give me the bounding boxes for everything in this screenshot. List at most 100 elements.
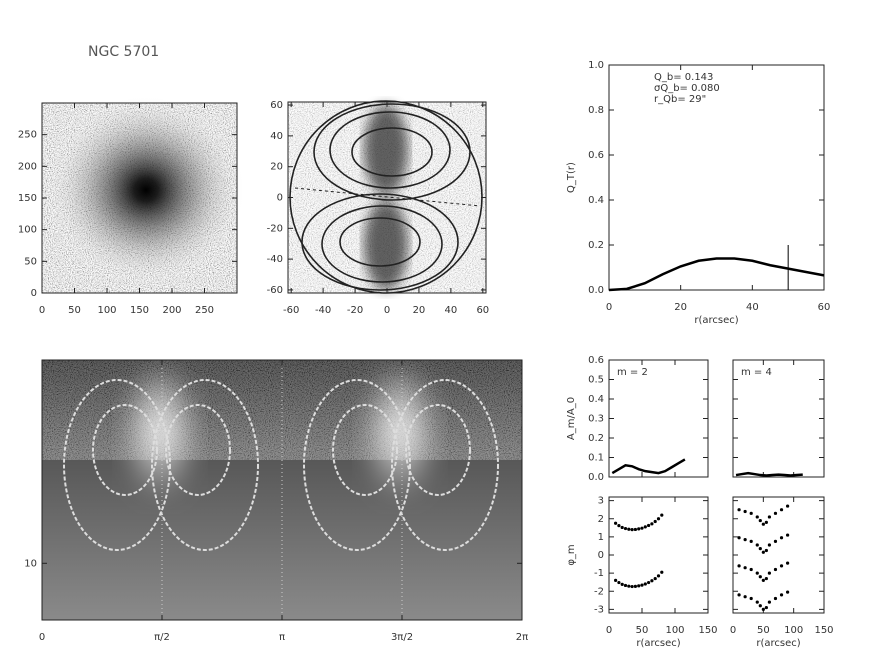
y-tick-label: 0.2 [588, 433, 604, 444]
annotation: Q_b= 0.143 [654, 72, 713, 83]
y-axis-label: Q_T(r) [566, 162, 577, 193]
y-tick-label: 0.6 [588, 355, 604, 366]
data-point [650, 522, 654, 526]
x-tick-label: π/2 [154, 632, 170, 643]
y-tick-label: 0.1 [588, 453, 604, 464]
data-point [761, 522, 765, 526]
x-tick-label: π [279, 632, 285, 643]
x-tick-label: 0 [39, 305, 45, 316]
y-tick-label: 0.8 [588, 105, 604, 116]
y-tick-label: 1.0 [588, 60, 604, 71]
data-point [737, 564, 741, 568]
data-point [647, 523, 651, 528]
data-point [650, 579, 654, 583]
x-axis-label: r(arcsec) [636, 638, 680, 649]
x-tick-label: 60 [818, 302, 831, 313]
x-tick-label: -40 [315, 305, 331, 316]
x-tick-label: 0 [730, 625, 736, 636]
y-tick-label: 0 [277, 193, 283, 204]
x-tick-label: 200 [162, 305, 181, 316]
panel-label: m = 2 [617, 367, 648, 378]
data-point [633, 527, 638, 532]
data-point [633, 584, 638, 588]
y-tick-label: -40 [267, 254, 283, 265]
x-tick-label: 0 [384, 305, 390, 316]
data-point [755, 571, 759, 575]
y-tick-label: 50 [24, 256, 37, 267]
x-tick-label: 150 [698, 625, 717, 636]
data-point [620, 525, 624, 530]
data-point [764, 548, 768, 553]
data-point [767, 600, 772, 604]
data-point [755, 600, 759, 604]
data-point [653, 576, 657, 581]
data-point [767, 543, 772, 547]
y-tick-label: 0.4 [588, 195, 604, 206]
data-line [735, 471, 803, 477]
data-point [643, 525, 647, 529]
data-point [743, 537, 747, 542]
x-tick-label: 100 [665, 625, 684, 636]
y-tick-label: -60 [267, 285, 283, 296]
annotation: σQ_b= 0.080 [654, 83, 720, 94]
data-point [637, 584, 641, 588]
y-tick-label: -3 [594, 604, 604, 615]
data-line [611, 458, 686, 475]
plot-frame [608, 64, 825, 291]
data-point [614, 578, 618, 582]
data-point [773, 539, 778, 544]
x-tick-label: 60 [476, 305, 489, 316]
data-point [743, 509, 747, 514]
y-tick-label: 60 [270, 100, 283, 111]
data-point [773, 567, 778, 572]
y-tick-label: 0 [31, 288, 37, 299]
x-tick-label: 50 [68, 305, 81, 316]
y-tick-label: 1 [598, 532, 604, 543]
x-axis-label: r(arcsec) [756, 638, 800, 649]
data-point [773, 511, 778, 515]
y-tick-label: 10 [24, 558, 37, 569]
data-point [614, 521, 618, 525]
data-point [623, 526, 628, 531]
data-point [630, 528, 634, 532]
data-point [786, 533, 790, 537]
figure-title: NGC 5701 [88, 44, 159, 60]
y-tick-label: 3 [598, 496, 604, 507]
data-point [758, 575, 762, 579]
deprojected-image [288, 100, 486, 294]
data-point [786, 504, 790, 508]
data-point [761, 550, 765, 554]
y-tick-label: 200 [18, 161, 37, 172]
data-point [737, 508, 741, 512]
data-point [643, 582, 647, 586]
x-tick-label: 100 [784, 625, 803, 636]
data-point [749, 539, 753, 544]
x-tick-label: 20 [674, 302, 687, 313]
data-point [640, 583, 644, 587]
data-point [758, 604, 762, 608]
x-tick-label: 2π [516, 632, 528, 643]
y-tick-label: -1 [594, 568, 604, 579]
data-point [779, 508, 784, 512]
y-tick-label: 250 [18, 130, 37, 141]
y-axis-label: φ_m [566, 544, 577, 565]
data-point [761, 578, 765, 582]
y-tick-label: 2 [598, 514, 604, 525]
data-point [660, 570, 664, 574]
data-point [761, 607, 765, 611]
data-point [620, 582, 624, 586]
x-tick-label: 50 [757, 625, 770, 636]
x-tick-label: 150 [130, 305, 149, 316]
data-point [647, 580, 651, 585]
data-point [737, 536, 741, 540]
x-tick-label: 0 [606, 625, 612, 636]
x-tick-label: 100 [97, 305, 116, 316]
data-point [767, 571, 772, 575]
data-point [623, 583, 628, 588]
data-point [637, 527, 641, 531]
data-point [749, 596, 753, 601]
data-point [640, 526, 644, 530]
y-tick-label: 20 [270, 162, 283, 173]
y-tick-label: -2 [594, 586, 604, 597]
